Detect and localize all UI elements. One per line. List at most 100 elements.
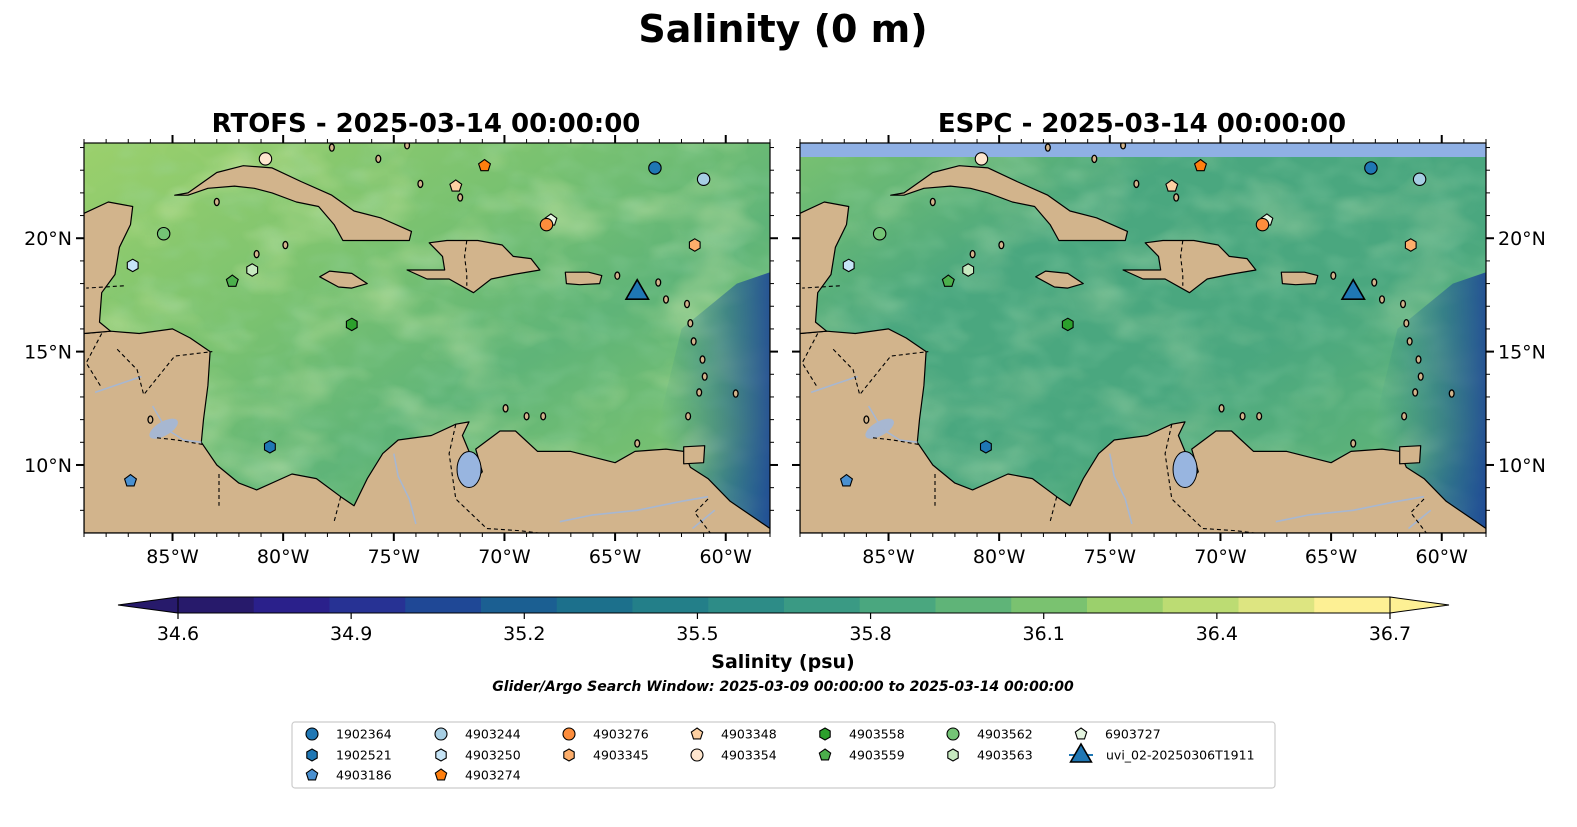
border-2 — [156, 437, 204, 446]
argo-float-marker — [449, 179, 463, 192]
argo-float-marker — [263, 439, 276, 454]
lake-nicaragua — [865, 418, 894, 439]
border-4 — [333, 496, 342, 522]
colorbar-tick-label: 36.7 — [1369, 623, 1411, 645]
legend-marker — [562, 727, 576, 741]
river-3 — [1275, 495, 1425, 523]
legend-marker — [305, 768, 319, 781]
colorbar-segment — [784, 597, 861, 613]
islet — [614, 271, 621, 280]
islet — [328, 143, 335, 152]
land-jamaica — [1035, 270, 1084, 289]
legend-marker — [690, 748, 704, 762]
border-7 — [1180, 240, 1184, 286]
colorbar-segment — [632, 597, 709, 613]
islet — [523, 411, 530, 421]
colorbar-tick-label: 35.5 — [676, 623, 718, 645]
espc-map-panel: ESPC - 2025-03-14 00:00:00 85°W 80°W 75°W 7… — [792, 109, 1546, 568]
islet — [1401, 411, 1408, 421]
espc-map-body — [800, 143, 1486, 533]
islet — [1448, 389, 1455, 398]
argo-float-marker — [1412, 172, 1427, 187]
land-trinidad — [683, 445, 706, 465]
colorbar-segment — [1162, 597, 1240, 613]
argo-float-marker — [246, 263, 259, 277]
colorbar-segment — [556, 597, 634, 613]
legend-marker — [947, 748, 959, 762]
islet — [1330, 271, 1337, 280]
islet — [1406, 337, 1413, 346]
espc-map: 85°W 80°W 75°W 70°W 65°W 60°W 20°N 15°N 10°N — [792, 135, 1546, 568]
river-3 — [559, 495, 709, 523]
islet — [502, 404, 509, 413]
argo-float-marker — [872, 226, 887, 241]
argo-float-marker — [1404, 238, 1417, 252]
islet — [701, 372, 708, 381]
legend-label: uvi_02-20250306T1911 — [1106, 748, 1255, 763]
colorbar-segment — [1011, 597, 1088, 613]
islet — [540, 411, 547, 421]
islet — [969, 249, 976, 259]
islet — [282, 240, 289, 250]
glider-marker — [1340, 278, 1366, 300]
legend-marker — [563, 748, 575, 762]
land-cuba — [890, 165, 1129, 242]
river-1 — [867, 405, 918, 444]
islet — [732, 389, 739, 398]
legend-marker — [1074, 727, 1088, 740]
border-7 — [464, 240, 468, 286]
border-0 — [85, 333, 103, 389]
legend-marker — [305, 727, 319, 741]
islet — [1173, 193, 1180, 202]
islet — [1239, 411, 1246, 421]
river-2 — [1109, 453, 1133, 525]
argo-float-marker — [696, 172, 711, 187]
legend-label: 4903250 — [465, 748, 521, 763]
islet — [863, 415, 870, 424]
argo-float-marker — [123, 473, 138, 487]
lake-nicaragua — [149, 418, 178, 439]
rtofs-map-panel: RTOFS - 2025-03-14 00:00:00 85°W 80°W 75°W… — [24, 109, 778, 568]
islet — [662, 295, 670, 304]
land-hispaniola — [1122, 239, 1257, 294]
x-tick-label: 75°W — [1084, 546, 1137, 568]
islet — [998, 240, 1005, 250]
x-tick-label: 60°W — [700, 546, 753, 568]
islet — [1120, 143, 1127, 150]
land-puertorico — [564, 271, 603, 286]
legend-frame — [291, 721, 1276, 789]
legend-label: 4903276 — [593, 727, 649, 742]
y-tick-label: 20°N — [1498, 228, 1546, 250]
colorbar-segment — [1238, 597, 1315, 613]
colorbar-segment — [481, 597, 558, 613]
legend-marker — [818, 748, 832, 761]
border-0 — [801, 333, 819, 389]
x-tick-label: 85°W — [146, 546, 199, 568]
border-8 — [802, 285, 840, 289]
river-2 — [393, 453, 417, 525]
x-tick-label: 70°W — [478, 546, 531, 568]
river-4 — [1407, 509, 1432, 530]
islet — [457, 193, 464, 202]
islet — [1350, 439, 1357, 448]
islet — [655, 278, 662, 287]
espc-panel-title: ESPC - 2025-03-14 00:00:00 — [938, 109, 1346, 139]
legend-marker — [819, 727, 831, 741]
colorbar-segment — [1314, 597, 1391, 613]
colorbar-frame — [177, 596, 1391, 614]
colorbar-segment — [178, 597, 255, 613]
argo-float-marker — [648, 161, 662, 175]
islet — [1218, 404, 1225, 413]
colorbar-segment — [253, 597, 331, 613]
argo-float-marker — [225, 274, 239, 287]
legend-label: 4903274 — [465, 768, 521, 783]
border-2 — [872, 437, 920, 446]
argo-float-marker — [1193, 158, 1208, 172]
argo-float-marker — [258, 152, 273, 166]
colorbar-tick-label: 36.4 — [1196, 623, 1238, 645]
islet — [687, 319, 694, 328]
islet — [1412, 388, 1419, 397]
colorbar-segment — [708, 597, 785, 613]
